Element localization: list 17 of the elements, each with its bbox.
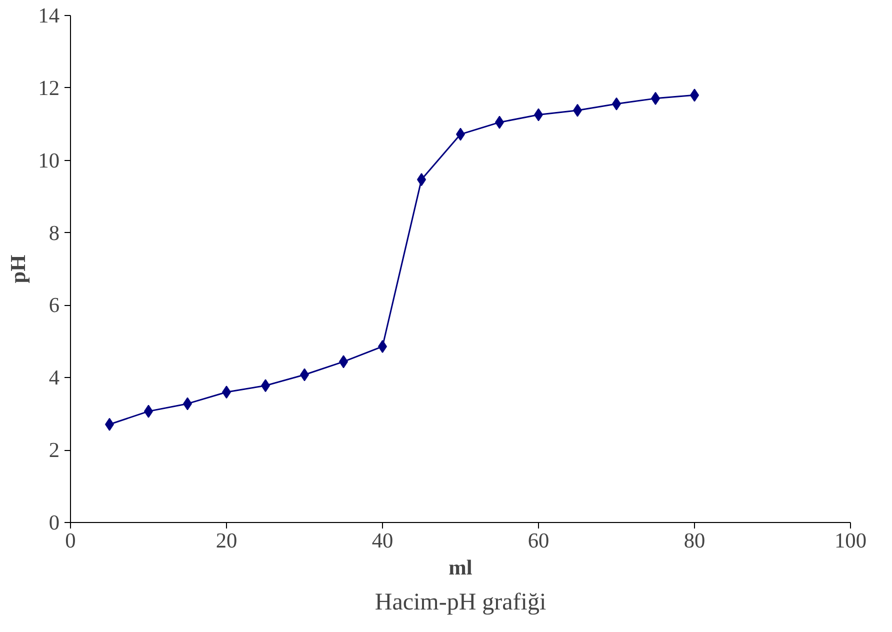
y-axis-title: pH: [6, 254, 30, 284]
y-tick-label: 2: [48, 438, 60, 462]
x-tick-label: 20: [216, 528, 238, 552]
y-tick-label: 4: [48, 366, 60, 390]
x-tick-label: 40: [372, 528, 394, 552]
x-tick-label: 100: [834, 528, 867, 552]
x-tick-label: 60: [528, 528, 550, 552]
y-tick-label: 6: [48, 293, 60, 318]
text: Hacim-pH grafiği: [374, 590, 546, 616]
y-tick-label: 0: [48, 510, 60, 534]
x-tick-label: 0: [65, 528, 76, 552]
y-tick-label: 12: [38, 76, 60, 100]
x-axis-title: ml: [448, 556, 472, 580]
y-tick-label: 10: [38, 148, 60, 172]
x-tick-label: 80: [684, 528, 706, 552]
y-tick-label: 14: [38, 4, 60, 28]
y-tick-label: 8: [48, 220, 60, 245]
